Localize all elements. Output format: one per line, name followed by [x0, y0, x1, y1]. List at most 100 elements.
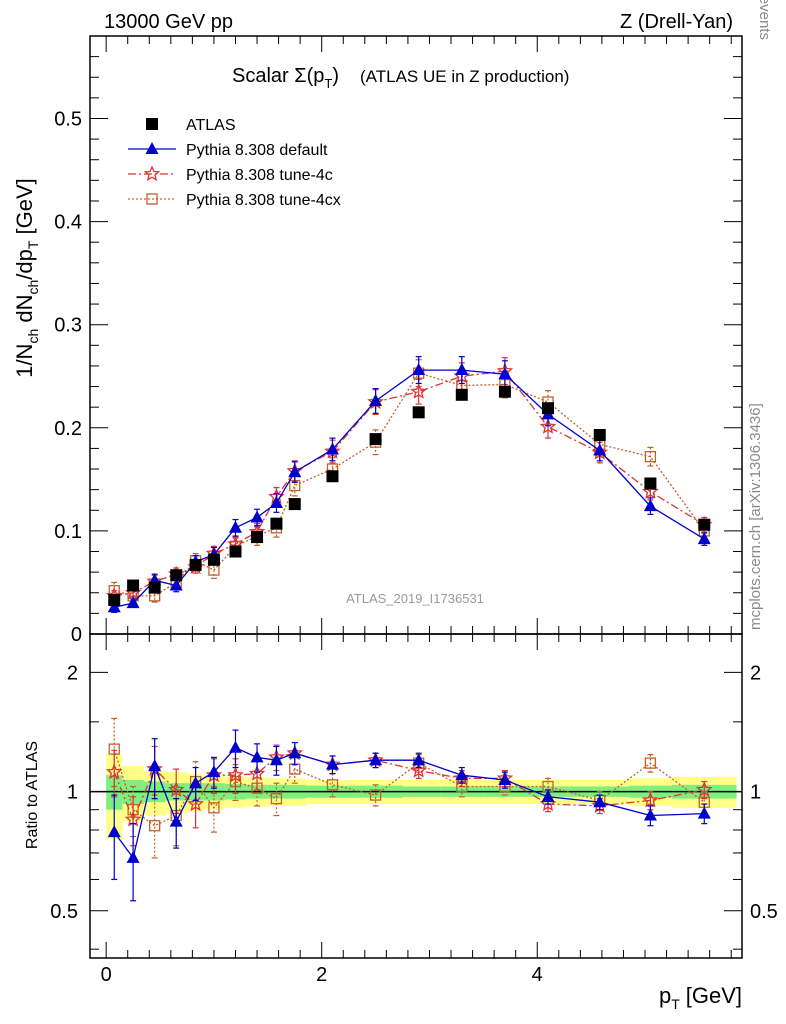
- main-y-tick-label: 0.2: [54, 418, 82, 440]
- main-atlas-marker: [698, 518, 711, 531]
- ratio-pythia-8-308-default-marker: [369, 753, 383, 766]
- main-pythia-8-308-default-marker: [498, 367, 512, 380]
- ratio-pythia-8-308-default-marker: [228, 740, 242, 753]
- main-atlas-marker: [644, 477, 657, 490]
- main-atlas-marker: [593, 429, 606, 442]
- main-atlas-marker: [170, 569, 183, 582]
- ratio-pythia-8-308-default-marker: [169, 814, 183, 827]
- ratio-pythia-8-308-tune-4cx-marker: [326, 779, 339, 791]
- y-axis-label: 1/Nch dNch/dpT [GeV]: [12, 178, 41, 378]
- ratio-pythia-8-308-tune-4c-marker: [248, 764, 266, 781]
- ratio-y-tick-label-right: 1: [750, 782, 761, 804]
- main-pythia-8-308-default-marker: [412, 363, 426, 376]
- main-y-tick-label: 0: [71, 624, 82, 646]
- legend-marker-atlas: [146, 118, 158, 130]
- main-pythia-8-308-tune-4c-marker: [539, 418, 557, 434]
- main-pythia-8-308-default-marker: [107, 600, 121, 613]
- ratio-pythia-8-308-tune-4cx-marker: [208, 802, 220, 814]
- ratio-pythia-8-308-tune-4c-marker: [106, 763, 123, 780]
- y-axis-label-part-4: ch: [25, 280, 41, 295]
- ratio-pythia-8-308-tune-4cx-marker: [369, 789, 382, 801]
- y-axis-label-part-3: dN: [12, 295, 37, 329]
- ratio-pythia-8-308-default-marker: [250, 750, 264, 763]
- ratio-pythia-8-308-default-marker: [697, 806, 711, 819]
- ratio-pythia-8-308-tune-4cx-marker: [644, 757, 657, 769]
- main-pythia-8-308-default-marker: [455, 363, 469, 376]
- x-axis-label-unit: [GeV]: [686, 983, 742, 1008]
- main-pythia-8-308-default-marker: [250, 510, 264, 523]
- x-axis-label-main: p: [659, 983, 671, 1008]
- ratio-pythia-8-308-tune-4cx-marker: [149, 820, 161, 832]
- ratio-pythia-8-308-tune-4c-marker: [124, 810, 142, 827]
- ratio-axes: 0 2 4 0.5 0.5 1 1 2 2: [50, 634, 778, 986]
- main-pythia-8-308-default-marker: [593, 443, 607, 456]
- main-atlas-marker: [207, 553, 220, 566]
- ratio-pythia-8-308-default-marker: [498, 772, 512, 785]
- plot-title-tail: (ATLAS UE in Z production): [360, 67, 569, 86]
- plot-title-main: Scalar Σ(p: [232, 65, 324, 87]
- plot-title-close: ): [332, 65, 339, 87]
- y-axis-label-part-6: T: [25, 240, 41, 249]
- ratio-pythia-8-308-default-marker: [412, 753, 426, 766]
- rivet-version-note: Rivet 3.1.10, ≥ 2.4M events: [756, 0, 773, 40]
- ratio-y-tick-label: 1: [67, 782, 78, 804]
- y-axis-label-part-2: ch: [25, 329, 41, 344]
- plot-title-sub: T: [324, 76, 332, 91]
- main-y-tick-label: 0.4: [54, 212, 82, 234]
- ratio-pythia-8-308-tune-4c-marker: [187, 795, 204, 812]
- main-pythia-8-308-tune-4c-marker: [410, 382, 428, 399]
- ratio-series-layer: [106, 717, 713, 902]
- main-pythia-8-308-default-marker: [269, 496, 283, 509]
- ratio-pythia-8-308-default-marker: [126, 850, 140, 863]
- main-atlas-marker: [108, 593, 121, 606]
- legend-label-pythia-8-308-tune-4cx: Pythia 8.308 tune-4cx: [186, 192, 341, 209]
- ratio-pythia-8-308-default-marker: [288, 746, 302, 759]
- main-pythia-8-308-default-marker: [169, 578, 183, 591]
- main-atlas-marker: [542, 402, 555, 415]
- main-y-tick-label: 0.1: [54, 521, 82, 543]
- ratio-y-tick-label-right: 0.5: [750, 901, 778, 923]
- main-panel: 00.10.20.30.40.5 Scalar Σ(pT) (ATLAS UE …: [12, 35, 743, 646]
- ratio-pythia-8-308-default-marker: [455, 768, 469, 781]
- main-pythia-8-308-default-marker: [288, 465, 302, 478]
- ratio-y-tick-label: 0.5: [50, 901, 78, 923]
- main-atlas-marker: [288, 498, 301, 511]
- ratio-pythia-8-308-tune-4c-marker: [696, 781, 713, 797]
- ratio-pythia-8-308-tune-4c-marker: [227, 766, 244, 783]
- ratio-pythia-8-308-default-marker: [189, 776, 203, 789]
- main-y-tick-label: 0.5: [54, 108, 82, 130]
- ratio-y-tick-label-right: 2: [750, 662, 761, 684]
- ratio-pythia-8-308-tune-4c-marker: [642, 791, 659, 808]
- main-series-layer: [105, 356, 713, 613]
- ratio-panel: 0 2 4 0.5 0.5 1 1 2 2 Ratio to ATLAS: [24, 633, 778, 986]
- main-pythia-8-308-tune-4cx-marker: [644, 451, 657, 463]
- x-axis-label: pT [GeV]: [659, 983, 742, 1012]
- ratio-pythia-8-308-default-marker: [643, 808, 657, 821]
- mcplots-note: mcplots.cern.ch [arXiv:1306.3436]: [747, 403, 764, 630]
- main-pythia-8-308-default-marker: [643, 499, 657, 512]
- main-atlas-marker: [229, 545, 242, 558]
- legend-marker-pythia-8-308-default: [145, 142, 159, 154]
- y-axis-label-part-7: [GeV]: [12, 178, 37, 240]
- y-axis-label-part-5: /dp: [12, 249, 37, 280]
- legend-marker-pythia-8-308-tune-4c: [143, 165, 161, 182]
- main-atlas-marker: [498, 385, 511, 398]
- legend: ATLAS Pythia 8.308 default Pythia 8.308 tu…: [128, 117, 341, 209]
- ratio-pythia-8-308-default-marker: [148, 759, 162, 772]
- main-atlas-marker: [189, 558, 202, 571]
- main-y-tick-label: 0.3: [54, 315, 82, 337]
- header-left: 13000 GeV pp: [104, 11, 233, 33]
- main-pythia-8-308-default-marker: [228, 520, 242, 533]
- legend-label-pythia-8-308-tune-4c: Pythia 8.308 tune-4c: [186, 167, 333, 184]
- main-atlas-marker: [251, 531, 264, 544]
- legend-label-pythia-8-308-default: Pythia 8.308 default: [186, 142, 328, 159]
- main-pythia-8-308-tune-4cx-line: [114, 372, 705, 597]
- ratio-y-axis-label: Ratio to ATLAS: [24, 741, 41, 849]
- analysis-watermark: ATLAS_2019_I1736531: [346, 591, 484, 606]
- main-atlas-marker: [455, 388, 468, 401]
- main-pythia-8-308-default-marker: [697, 532, 711, 545]
- ratio-pythia-8-308-tune-4cx-marker: [270, 792, 283, 805]
- ratio-pythia-8-308-tune-4c-marker: [168, 781, 185, 797]
- main-pythia-8-308-default-marker: [369, 393, 383, 406]
